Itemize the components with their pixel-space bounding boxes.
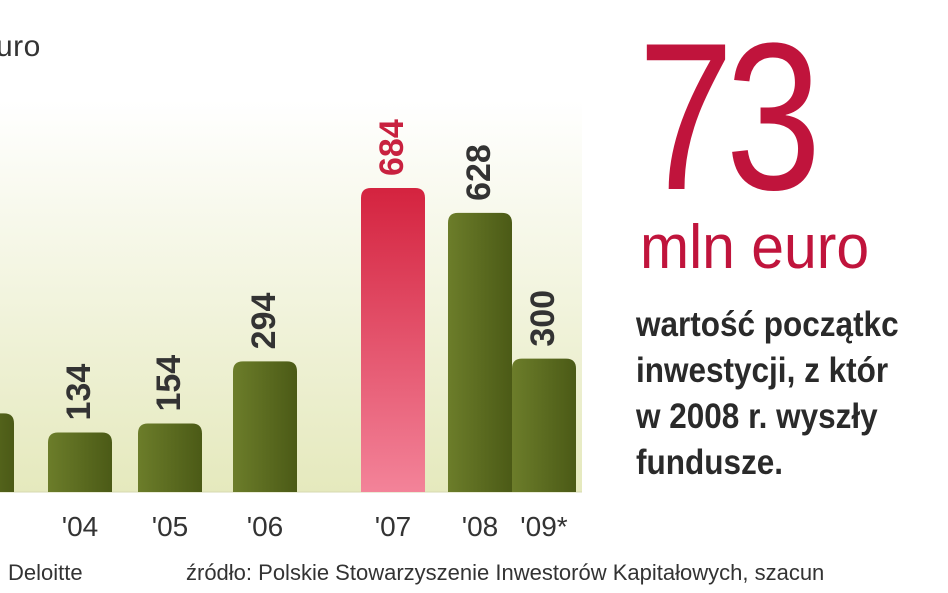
bar-1 (48, 432, 112, 492)
tick-label-3: '06 (247, 511, 284, 542)
value-label-2: 154 (150, 355, 188, 412)
bar-chart: 1773134'04154'05294'06684'07628'08300'09… (0, 100, 582, 542)
bar-3 (233, 361, 297, 492)
tick-label-1: '04 (62, 511, 99, 542)
bar-2 (138, 423, 202, 492)
source-note: źródło: Polskie Stowarzyszenie Inwestoró… (186, 560, 825, 585)
tick-label-5: '08 (462, 511, 499, 542)
source-left: Deloitte (8, 560, 83, 585)
bar-5 (448, 212, 512, 492)
value-label-3: 294 (245, 293, 283, 350)
bar-4 (361, 188, 425, 492)
highlight-description: wartość początkc inwestycji, z któr w 20… (636, 305, 899, 482)
tick-label-6: '09* (520, 511, 567, 542)
tick-label-4: '07 (375, 511, 412, 542)
highlight-number: 73 (638, 0, 821, 234)
tick-label-2: '05 (152, 511, 189, 542)
value-label-4: 684 (373, 119, 411, 176)
value-label-1: 134 (60, 364, 98, 421)
highlight-unit: mln euro (640, 213, 870, 282)
bar-0 (0, 413, 14, 492)
value-label-6: 300 (524, 290, 562, 347)
bar-6 (512, 358, 576, 492)
value-label-5: 628 (460, 144, 498, 201)
unit-label: uro (0, 30, 41, 63)
